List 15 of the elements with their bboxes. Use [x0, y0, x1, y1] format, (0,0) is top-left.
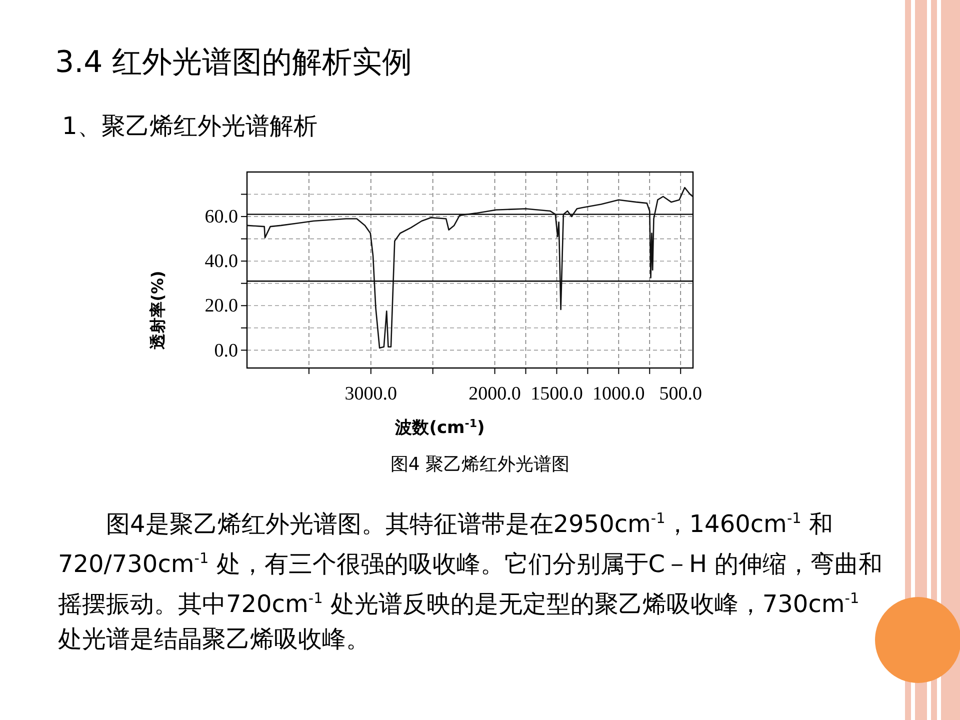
chart-title: 3.4 红外光谱图的解析实例: [55, 44, 412, 82]
text: 图4是聚乙烯红外光谱图。其特征谱带是在2950cm$^{-1}$，1460cm$^{-1}$ 和720/730cm$^{-1}$ 处，有三个很强的吸收峰。它们分别属于C－H 的伸缩，弯曲和摇摆振动。其中720cm$^{-1}$ 处光谱反映的是无定型的聚乙烯吸收峰，730cm$^{-1}$ 处光谱是结晶聚乙烯吸收峰。: [58, 510, 883, 653]
x-axis-title: 波数(cm$^{-1}$): [394, 416, 485, 438]
x-tick-label: 2000.0: [468, 383, 521, 404]
x-tick-label: 3000.0: [344, 383, 398, 404]
y-tick-label: 20.0: [204, 296, 238, 317]
chart-subtitle: 1、聚乙烯红外光谱解析: [62, 111, 318, 142]
caption: 图4 聚乙烯红外光谱图: [389, 453, 571, 476]
x-tick-label: 1500.0: [530, 383, 583, 404]
y-tick-label: 0.0: [214, 340, 238, 362]
y-tick-label: 60.0: [204, 206, 238, 228]
y-tick-label: 40.0: [204, 251, 238, 272]
y-axis-title: 透射率(%): [148, 270, 167, 350]
x-tick-label: 500.0: [659, 383, 702, 404]
x-tick-label: 1000.0: [592, 383, 645, 404]
